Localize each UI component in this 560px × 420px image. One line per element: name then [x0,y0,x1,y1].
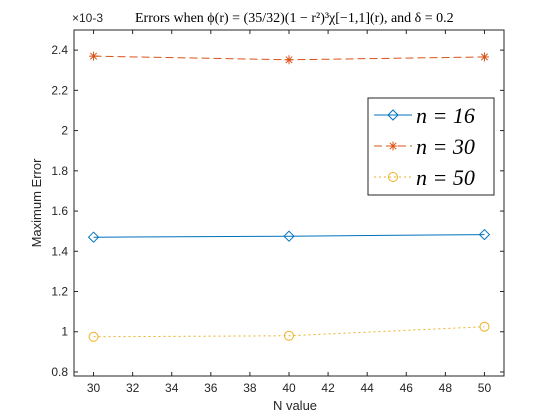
x-tick-label: 34 [165,381,179,395]
series-2-point [89,51,99,61]
x-tick-label: 44 [361,381,375,395]
series-1-point [87,231,100,243]
y-tick-label: 2.2 [51,83,68,97]
plot-area: 30 32 34 36 38 40 42 44 46 48 50 0.8 1 1.2 1.4 1.6 1.8 2 2… [51,29,505,395]
series-2-point [284,55,294,65]
series-line-1 [93,234,485,238]
x-tick-label: 38 [243,381,257,395]
legend-marker [388,141,398,151]
marker-stroke [89,52,98,60]
marker-stroke [480,53,489,61]
x-tick-label: 30 [87,381,101,395]
y-axis-label: Maximum Error [29,158,44,248]
y-axis-multiplier: ×10-3 [72,11,103,25]
series-3-point [479,321,490,332]
marker-stroke [285,56,293,64]
x-axis-label: N value [273,398,317,413]
marker-stroke [389,142,397,150]
y-tick-label: 2 [61,124,68,138]
x-tick-label: 32 [126,381,140,395]
legend: n = 16 n = 30 n = 50 [367,97,495,196]
y-tick-label: 1.2 [51,285,68,299]
y-tick-label: 1 [61,325,68,339]
axes-box [73,29,505,377]
series-line-3 [93,326,485,338]
x-tick-label: 36 [204,381,218,395]
legend-label: n = 50 [416,165,475,190]
series-1-point [478,228,491,241]
legend-marker [387,109,399,121]
x-tick-label: 50 [478,381,492,395]
x-tick-label: 48 [439,381,453,395]
legend-label: n = 30 [416,134,475,159]
y-tick-label: 1.6 [51,204,68,218]
series-1-point [283,230,295,242]
series-3-point [88,331,99,342]
legend-marker [388,172,398,182]
y-tick-label: 0.8 [51,365,68,379]
y-tick-label: 1.8 [51,164,68,178]
x-tick-label: 46 [400,381,414,395]
y-tick-label: 1.4 [51,244,68,258]
x-tick-label: 42 [321,381,335,395]
series-3-point [284,330,294,341]
y-tick-label: 2.4 [51,43,68,57]
x-tick-label: 40 [282,381,296,395]
series-2-point [479,52,489,62]
chart-title: Errors when ϕ(r) = (35/32)(1 − r²)³χ[−1,… [135,11,454,26]
legend-label: n = 16 [416,103,475,128]
